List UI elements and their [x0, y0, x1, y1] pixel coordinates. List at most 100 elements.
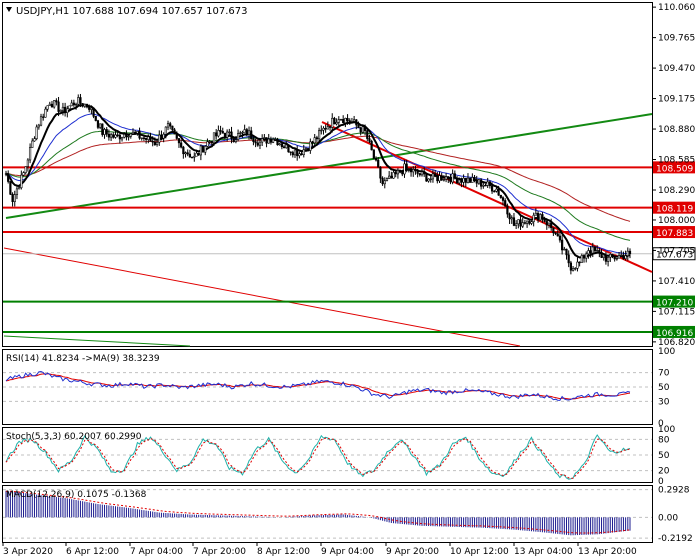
candle-body [317, 130, 321, 140]
candle-body [523, 222, 527, 224]
candle [39, 113, 43, 127]
candle [70, 99, 73, 107]
time-tick-label: 13 Apr 20:00 [578, 547, 637, 557]
candle [333, 116, 336, 125]
candle-body [466, 177, 470, 183]
candle-body [315, 137, 319, 140]
candle-body [436, 176, 439, 182]
candle-body [46, 105, 49, 110]
candle-body [423, 171, 426, 175]
candle [256, 140, 259, 147]
candle-body [261, 138, 264, 143]
candle [48, 101, 51, 106]
candle [359, 126, 362, 136]
candle [105, 127, 108, 137]
candle-body [444, 176, 448, 180]
candle [11, 192, 14, 207]
level-label-3: 107.210 [656, 299, 693, 309]
candle [92, 107, 95, 119]
candle-body [521, 222, 524, 227]
candle-body [576, 261, 579, 269]
candle-body [622, 254, 625, 259]
candle-body [626, 250, 629, 257]
lower-channel-line [3, 335, 191, 347]
time-tick-label: 7 Apr 20:00 [193, 547, 246, 557]
candle-body [311, 141, 314, 144]
candle [166, 120, 170, 131]
candle [497, 185, 500, 196]
candle [313, 133, 316, 148]
candle-body [99, 123, 102, 128]
candle [201, 145, 205, 153]
candle [328, 126, 332, 131]
candle [9, 181, 12, 195]
candle [628, 248, 632, 259]
candle [499, 194, 502, 199]
rsi-tick-label: 50 [658, 383, 670, 393]
price-tick-label: 109.765 [658, 34, 695, 44]
candle [162, 132, 165, 143]
candle [96, 119, 100, 130]
candle [508, 212, 511, 224]
candle [552, 227, 555, 236]
candle-body [374, 158, 378, 161]
candle [24, 166, 27, 175]
candle [394, 169, 397, 178]
candle [296, 145, 299, 161]
candle-body [385, 178, 389, 181]
candle-body [469, 177, 472, 183]
candle-body [136, 131, 139, 134]
candle-body [155, 142, 159, 145]
candle-body [617, 255, 621, 259]
time-tick-label: 13 Apr 04:00 [514, 547, 573, 557]
candle-body [22, 172, 25, 176]
candle [534, 208, 537, 216]
candle-body [545, 221, 548, 226]
candle [434, 170, 437, 178]
candle [368, 134, 371, 144]
candle [418, 173, 421, 177]
candle-body [547, 222, 551, 226]
candle-body [322, 127, 325, 131]
candle-body [534, 212, 537, 216]
candle-body [74, 103, 78, 106]
candle-body [160, 134, 163, 139]
candle [554, 232, 557, 236]
candle [381, 176, 384, 186]
candle [409, 167, 413, 177]
candle [593, 245, 597, 254]
candle [64, 102, 67, 117]
candle-body [267, 138, 270, 144]
candle [77, 94, 80, 105]
candle [361, 126, 364, 134]
candle-body [565, 248, 568, 256]
candle [210, 140, 213, 146]
candle-body [15, 188, 19, 195]
candle-body [561, 239, 564, 251]
candle-body [370, 140, 373, 151]
candle-body [265, 137, 268, 144]
candle-body [232, 138, 235, 143]
candle-body [83, 103, 86, 107]
candle-body [324, 127, 327, 130]
candle [298, 151, 301, 159]
collapse-triangle-icon[interactable] [6, 7, 12, 12]
candle-body [250, 130, 253, 139]
stoch-tick-label: 50 [658, 451, 670, 461]
candle [504, 198, 507, 207]
candle-body [239, 132, 242, 134]
candle-body [9, 181, 12, 195]
candle-body [563, 248, 566, 251]
candle-body [554, 232, 557, 235]
candle-body [342, 119, 345, 124]
candle-body [50, 103, 54, 108]
candle-body [451, 173, 454, 183]
candle [563, 246, 566, 251]
price-tick-label: 109.470 [658, 64, 695, 74]
candle-body [447, 176, 450, 180]
channel-line [3, 247, 521, 347]
candle-body [55, 100, 58, 103]
candle-body [414, 169, 417, 171]
candle [578, 261, 581, 267]
candle [26, 158, 29, 172]
